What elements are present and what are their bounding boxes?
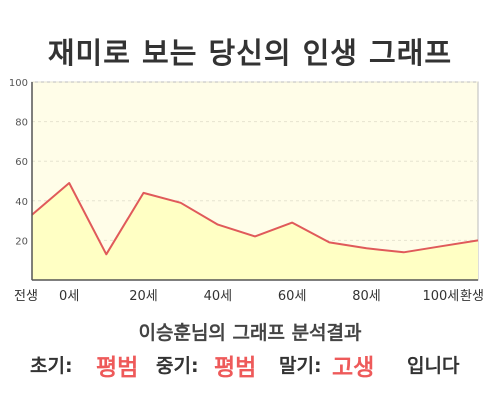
y-tick-label: 80 xyxy=(15,118,28,129)
series-line xyxy=(31,182,479,256)
x-tick-label: 80세 xyxy=(352,289,381,304)
x-tick-label: 20세 xyxy=(129,289,158,304)
y-tick-label: 20 xyxy=(15,236,28,247)
x-tick-label: 0세 xyxy=(59,289,79,304)
x-tick-label: 환생 xyxy=(460,289,484,304)
x-tick-label: 60세 xyxy=(278,289,307,304)
late-value: 고생 xyxy=(332,355,375,381)
life-graph-chart: 20 40 60 80 100 전생 0세 20세 40세 60세 80세 100세 환생 xyxy=(9,78,484,304)
x-tick-label: 전생 xyxy=(14,289,38,304)
result-summary: 초기: 평범 중기: 평범 말기: 고생 입니다 xyxy=(0,347,500,383)
y-tick-label: 60 xyxy=(15,157,28,168)
mid-label: 중기: xyxy=(156,355,199,377)
area-fill xyxy=(32,183,478,280)
early-value: 평범 xyxy=(96,355,139,381)
result-suffix: 입니다 xyxy=(407,355,460,377)
x-axis-ticks: 전생 0세 20세 40세 60세 80세 100세 환생 xyxy=(14,289,484,304)
page-title: 재미로 보는 당신의 인생 그래프 xyxy=(47,36,453,70)
y-tick-label: 40 xyxy=(15,197,28,208)
y-tick-label: 100 xyxy=(9,78,28,89)
late-label: 말기: xyxy=(279,355,322,377)
early-label: 초기: xyxy=(30,355,73,377)
result-subtitle: 이승훈님의 그래프 분석결과 xyxy=(138,322,362,344)
x-tick-label: 100세 xyxy=(422,289,459,304)
mid-value: 평범 xyxy=(214,355,257,381)
y-axis-ticks: 20 40 60 80 100 xyxy=(9,78,28,247)
x-tick-label: 40세 xyxy=(204,289,233,304)
